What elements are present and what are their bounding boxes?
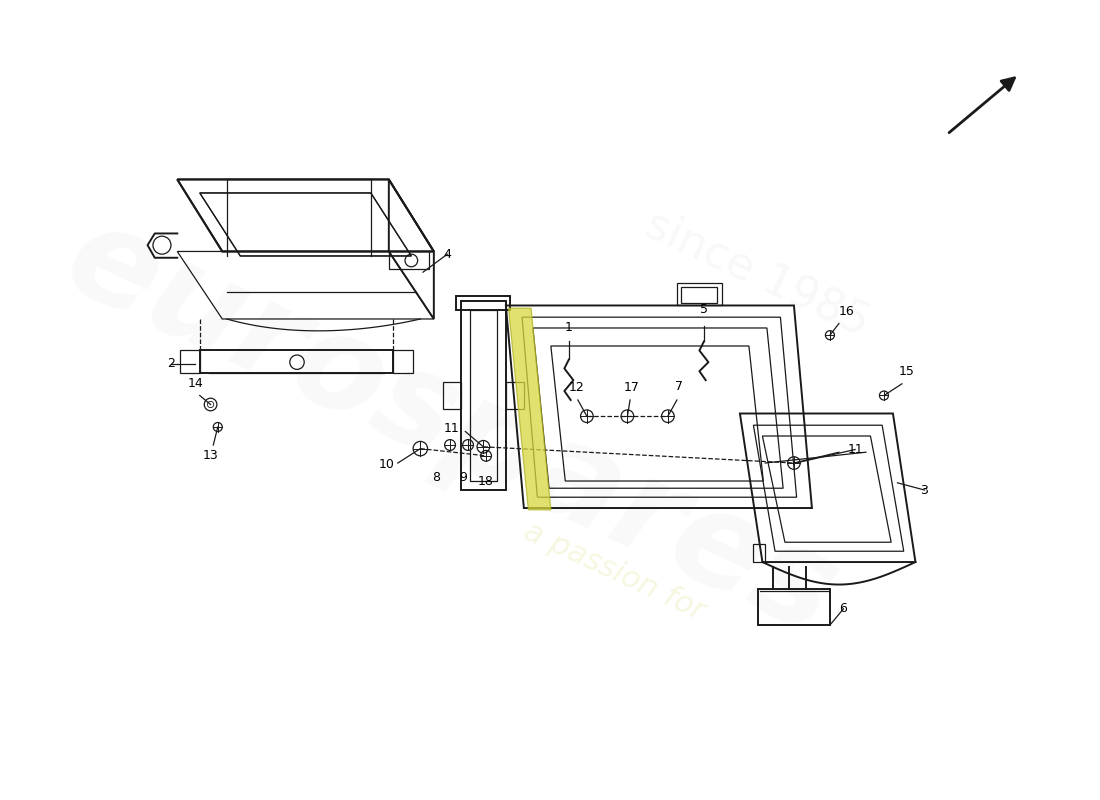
- Text: 2: 2: [167, 358, 175, 370]
- Text: eurospares: eurospares: [46, 193, 857, 661]
- Text: 12: 12: [569, 381, 584, 394]
- Text: 11: 11: [847, 443, 864, 456]
- Text: a passion for: a passion for: [519, 516, 710, 626]
- Text: 1: 1: [565, 322, 573, 334]
- Text: 17: 17: [624, 381, 640, 394]
- Text: 7: 7: [674, 380, 683, 393]
- Text: 4: 4: [443, 248, 451, 261]
- Text: 11: 11: [444, 422, 460, 435]
- Text: since 1985: since 1985: [639, 203, 877, 345]
- Text: 13: 13: [202, 450, 219, 462]
- Text: 3: 3: [921, 483, 928, 497]
- Text: 15: 15: [899, 365, 914, 378]
- Polygon shape: [508, 308, 551, 510]
- Text: 10: 10: [379, 458, 395, 471]
- Text: 14: 14: [187, 378, 204, 390]
- Text: 8: 8: [431, 471, 440, 484]
- Text: 5: 5: [700, 303, 708, 317]
- Text: 18: 18: [478, 474, 494, 487]
- Text: 6: 6: [839, 602, 847, 615]
- Text: 16: 16: [838, 306, 854, 318]
- Text: 9: 9: [460, 471, 467, 484]
